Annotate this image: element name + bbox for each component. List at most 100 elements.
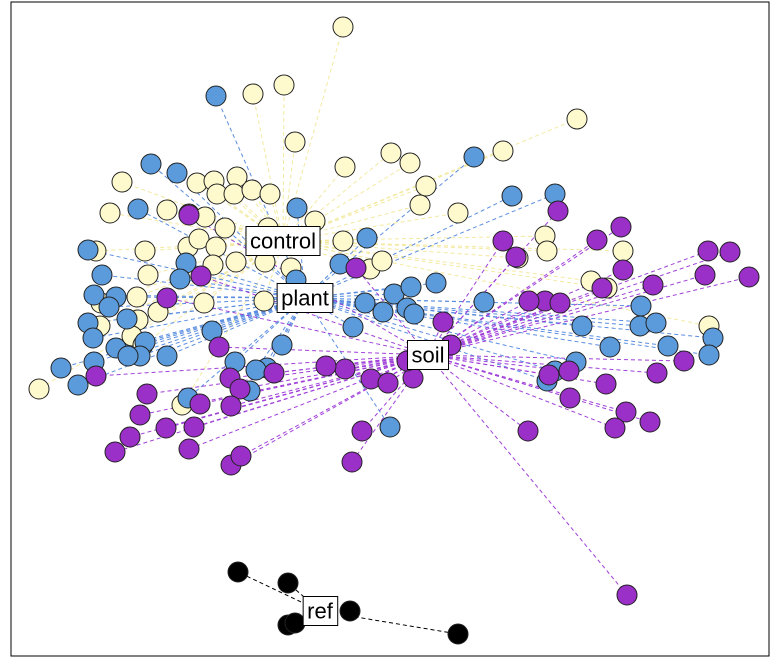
point-soil-28 <box>85 365 107 387</box>
point-plant-55 <box>245 359 267 381</box>
spider-line-control <box>282 240 710 327</box>
point-control-58 <box>28 378 50 400</box>
point-plant-40 <box>657 335 679 357</box>
label-text-control: control <box>250 229 316 254</box>
point-soil-44 <box>129 404 151 426</box>
spider-line-control <box>282 240 608 289</box>
point-soil-6 <box>719 241 741 263</box>
point-soil-10 <box>345 257 367 279</box>
point-control-30 <box>188 228 210 250</box>
point-soil-37 <box>559 387 581 409</box>
point-plant-20 <box>354 292 376 314</box>
label-control: control <box>245 226 321 256</box>
spider-line-plant <box>304 297 714 339</box>
point-soil-51 <box>230 445 252 467</box>
point-plant-8 <box>356 227 378 249</box>
spider-line-plant <box>304 195 513 299</box>
spider-line-soil <box>166 297 429 356</box>
point-control-18 <box>409 194 431 216</box>
point-control-31 <box>205 236 227 258</box>
point-plant-7 <box>127 198 149 220</box>
point-plant-5 <box>501 185 523 207</box>
point-soil-30 <box>263 362 285 384</box>
spider-line-soil <box>240 354 429 457</box>
spider-lines <box>38 26 750 635</box>
point-soil-21 <box>208 336 230 358</box>
label-text-ref: ref <box>307 599 334 624</box>
point-plant-38 <box>271 334 293 356</box>
point-soil-36 <box>646 362 668 384</box>
spider-line-soil <box>129 354 429 438</box>
point-control-0 <box>332 16 354 38</box>
point-plant-34 <box>82 327 104 349</box>
spider-line-control <box>282 150 504 242</box>
point-plant-0 <box>205 85 227 107</box>
point-plant-23 <box>630 295 652 317</box>
spider-line-plant <box>304 156 475 299</box>
spider-line-control <box>282 84 285 242</box>
spider-line-soil <box>427 276 750 356</box>
point-control-48 <box>126 286 148 308</box>
point-control-5 <box>334 156 356 178</box>
point-ref-1 <box>277 572 299 594</box>
point-control-6 <box>380 142 402 164</box>
spider-line-plant <box>304 297 415 315</box>
point-soil-13 <box>518 290 540 312</box>
point-soil-32 <box>538 364 560 386</box>
point-soil-0 <box>178 204 200 226</box>
spider-line-soil <box>230 354 429 407</box>
point-control-36 <box>612 240 634 262</box>
spider-line-soil <box>230 354 429 466</box>
point-control-15 <box>241 179 263 201</box>
spider-line-control <box>233 193 284 242</box>
point-soil-38 <box>136 383 158 405</box>
spider-line-plant <box>304 297 548 382</box>
point-plant-3 <box>463 146 485 168</box>
point-soil-7 <box>586 229 608 251</box>
point-control-28 <box>134 240 156 262</box>
point-soil-41 <box>615 401 637 423</box>
spider-line-plant <box>266 297 306 369</box>
point-soil-8 <box>156 287 178 309</box>
spider-line-soil <box>427 300 530 356</box>
point-plant-46 <box>117 345 139 367</box>
point-plant-42 <box>698 344 720 366</box>
point-soil-40 <box>220 395 242 417</box>
spider-line-plant <box>101 274 306 299</box>
point-soil-5 <box>697 240 719 262</box>
points-layer <box>28 16 760 645</box>
spider-line-plant <box>304 297 710 356</box>
spider-line-soil <box>427 354 627 413</box>
point-soil-46 <box>604 417 626 439</box>
point-soil-18 <box>738 266 760 288</box>
point-soil-55 <box>616 584 638 606</box>
point-control-16 <box>259 183 281 205</box>
point-soil-12 <box>549 292 571 314</box>
point-soil-3 <box>505 246 527 268</box>
point-plant-4 <box>286 197 308 219</box>
label-text-soil: soil <box>411 343 444 368</box>
point-control-50 <box>253 290 275 312</box>
spider-line-soil <box>427 240 504 356</box>
spider-line-soil <box>427 354 570 372</box>
point-plant-44 <box>67 374 89 396</box>
spider-line-soil <box>427 354 651 423</box>
point-plant-39 <box>599 336 621 358</box>
point-soil-19 <box>432 311 454 333</box>
point-ref-4 <box>339 600 361 622</box>
point-soil-35 <box>673 350 695 372</box>
point-control-24 <box>214 217 236 239</box>
point-control-49 <box>193 292 215 314</box>
point-plant-32 <box>342 316 364 338</box>
point-ref-3 <box>284 612 306 634</box>
spider-line-control <box>282 185 427 242</box>
point-control-20 <box>99 202 121 224</box>
point-soil-52 <box>351 420 373 442</box>
label-soil: soil <box>406 340 450 370</box>
spider-line-plant <box>304 297 577 363</box>
point-control-7 <box>399 152 421 174</box>
point-soil-16 <box>642 274 664 296</box>
point-plant-47 <box>156 345 178 367</box>
spider-line-control <box>282 240 592 282</box>
point-control-14 <box>223 183 245 205</box>
